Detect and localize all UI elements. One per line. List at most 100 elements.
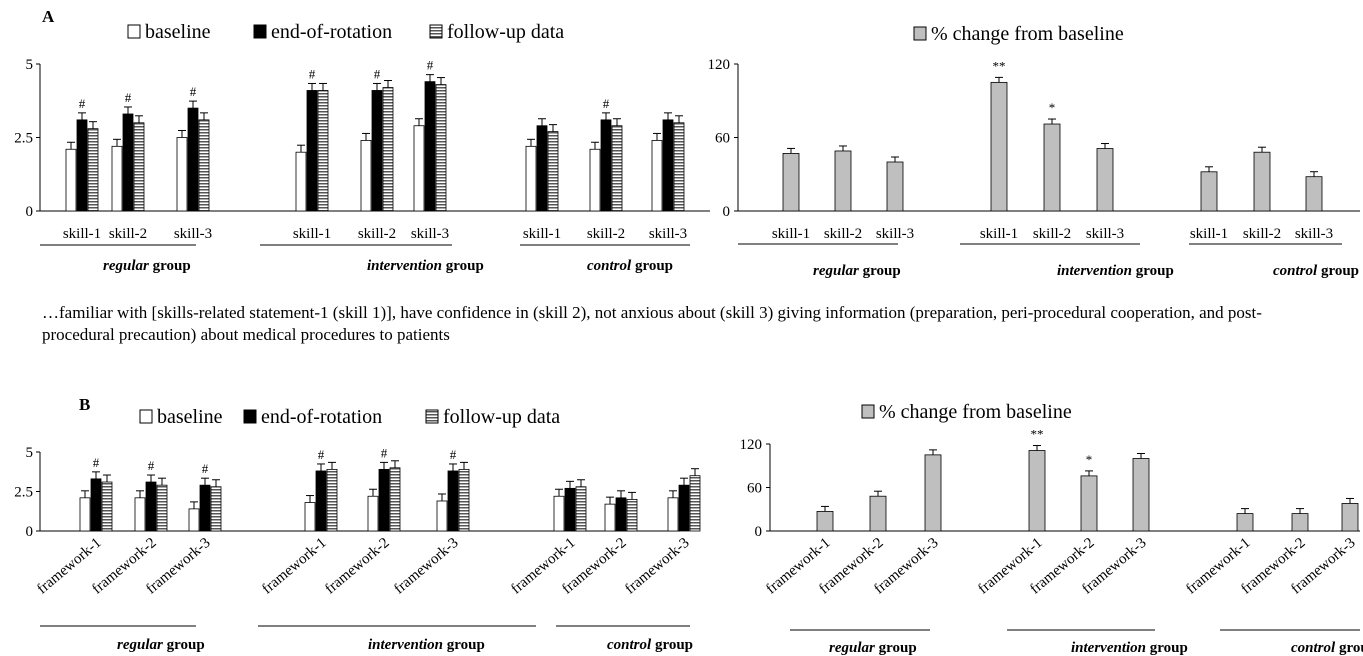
group-label-italic: control [1273, 263, 1318, 279]
bar [436, 500, 448, 532]
y-tick-label: 0 [26, 524, 34, 540]
category-label: framework-3 [622, 535, 692, 598]
significance-marker: # [202, 461, 209, 476]
legend-swatch [429, 24, 443, 39]
bar [1132, 458, 1150, 532]
legend-swatch [139, 409, 153, 424]
legend-label: end-of-rotation [271, 21, 392, 43]
bar [816, 511, 834, 532]
bar [1080, 475, 1098, 532]
y-tick-label: 120 [708, 57, 731, 73]
bar [553, 495, 565, 532]
group-label-rest: group [1335, 640, 1363, 656]
significance-marker: # [79, 96, 86, 111]
group-label-italic: intervention [368, 637, 443, 653]
group-label: intervention group [1071, 640, 1188, 656]
category-label: skill-2 [1243, 226, 1281, 242]
bar [564, 487, 576, 532]
group-label: control group [1291, 640, 1363, 656]
significance-marker: # [190, 84, 197, 99]
group-label: regular group [103, 258, 191, 274]
legend-label: follow-up data [447, 21, 564, 43]
group-label-italic: control [1291, 640, 1336, 656]
bar [834, 150, 852, 212]
bar [611, 125, 623, 212]
bar [65, 148, 77, 212]
significance-marker: # [125, 90, 132, 105]
category-label: framework-1 [259, 535, 329, 598]
category-label: skill-2 [587, 226, 625, 242]
bar [604, 503, 616, 532]
group-label: regular group [829, 640, 917, 656]
group-label-italic: intervention [1071, 640, 1146, 656]
group-label: control group [607, 637, 693, 653]
bar [134, 497, 146, 532]
bar [886, 161, 904, 212]
bar [145, 481, 157, 532]
bar [176, 137, 188, 212]
bar [1341, 503, 1359, 532]
significance-marker: # [148, 458, 155, 473]
legend-label: follow-up data [443, 406, 560, 428]
bar [1236, 513, 1254, 532]
group-label-rest: group [443, 637, 485, 653]
legend-label: baseline [145, 21, 211, 43]
group-label-rest: group [163, 637, 205, 653]
bar [378, 468, 390, 532]
bar [79, 497, 91, 532]
bar [600, 119, 612, 212]
group-label-italic: regular [813, 263, 859, 279]
group-label: intervention group [368, 637, 485, 653]
category-label: skill-1 [772, 226, 810, 242]
category-label: skill-3 [174, 226, 212, 242]
category-label: skill-3 [649, 226, 687, 242]
bar [575, 486, 587, 532]
category-label: skill-3 [876, 226, 914, 242]
bar [626, 498, 638, 532]
bar [525, 145, 537, 212]
legend-label: end-of-rotation [261, 406, 382, 428]
significance-marker: # [93, 455, 100, 470]
group-label-rest: group [875, 640, 917, 656]
bar [1096, 148, 1114, 212]
legend-label: % change from baseline [879, 401, 1072, 423]
category-label: framework-2 [322, 535, 392, 598]
bar [76, 119, 88, 212]
y-tick-label: 60 [747, 481, 762, 497]
significance-marker: ** [1031, 427, 1044, 442]
group-label-rest: group [442, 258, 484, 274]
bar [1028, 450, 1046, 532]
y-tick-label: 60 [715, 131, 730, 147]
panel-label: B [79, 395, 90, 414]
bar [382, 87, 394, 212]
bar [678, 484, 690, 532]
significance-marker: * [1049, 100, 1056, 115]
bar [133, 122, 145, 212]
group-label-italic: intervention [1057, 263, 1132, 279]
bar [924, 454, 942, 532]
bar [869, 495, 887, 532]
group-label-italic: control [607, 637, 652, 653]
bar [210, 486, 222, 532]
category-label: skill-1 [63, 226, 101, 242]
y-tick-label: 0 [755, 524, 763, 540]
category-label: skill-1 [1190, 226, 1228, 242]
bar [990, 81, 1008, 212]
bar [87, 128, 99, 212]
category-label: skill-2 [1033, 226, 1071, 242]
group-label: control group [587, 258, 673, 274]
bar [1291, 513, 1309, 532]
bar [371, 90, 383, 212]
significance-marker: # [427, 58, 434, 73]
legend-swatch [913, 26, 927, 41]
group-label-italic: control [587, 258, 632, 274]
bar [122, 113, 134, 212]
group-label: intervention group [367, 258, 484, 274]
bar [389, 467, 401, 532]
legend-label: baseline [157, 406, 223, 428]
bar [651, 140, 663, 212]
y-tick-label: 2.5 [14, 131, 33, 147]
bar [101, 481, 113, 532]
y-tick-label: 0 [26, 204, 34, 220]
